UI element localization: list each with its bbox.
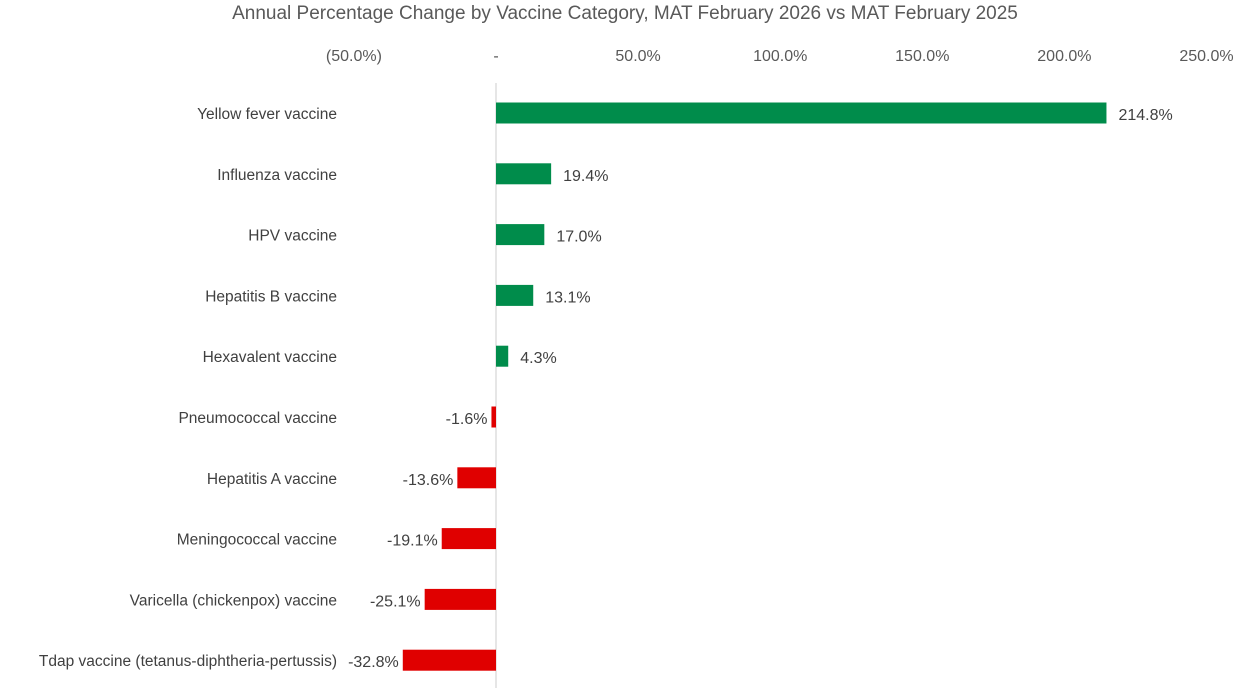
category-label: Hexavalent vaccine xyxy=(203,349,337,366)
bar xyxy=(496,102,1107,124)
x-tick-label: 50.0% xyxy=(615,48,660,65)
data-label: -25.1% xyxy=(370,593,421,610)
category-label: Pneumococcal vaccine xyxy=(178,410,337,427)
bar xyxy=(496,284,534,306)
x-tick-label: - xyxy=(493,48,498,65)
category-label: Hepatitis A vaccine xyxy=(207,471,337,488)
bar xyxy=(402,649,496,671)
data-label: 19.4% xyxy=(563,168,608,185)
bar xyxy=(457,467,496,489)
x-tick-label: 100.0% xyxy=(753,48,807,65)
data-label: -13.6% xyxy=(403,472,454,489)
data-label: 17.0% xyxy=(556,229,601,246)
bar xyxy=(496,345,509,367)
x-axis-tick-labels: (50.0%) - 50.0% 100.0% 150.0% 200.0% 250.0% xyxy=(326,48,1234,65)
bar xyxy=(491,406,496,428)
bar xyxy=(424,588,496,610)
data-label: -19.1% xyxy=(387,533,438,550)
data-labels: 214.8% 19.4% 17.0% 13.1% 4.3% -1.6% -13.6% -19.… xyxy=(348,107,1173,671)
category-label: Varicella (chickenpox) vaccine xyxy=(130,592,337,609)
data-label: -32.8% xyxy=(348,654,399,671)
category-label: Meningococcal vaccine xyxy=(177,532,337,549)
data-label: 13.1% xyxy=(545,289,590,306)
data-label: -1.6% xyxy=(446,411,488,428)
chart-title: Annual Percentage Change by Vaccine Cate… xyxy=(232,3,1018,24)
bar xyxy=(496,163,552,185)
category-label: Influenza vaccine xyxy=(217,167,337,184)
category-label: HPV vaccine xyxy=(248,228,337,245)
x-tick-label: 250.0% xyxy=(1179,48,1233,65)
data-label: 4.3% xyxy=(520,350,556,367)
category-labels: Yellow fever vaccine Influenza vaccine HPV… xyxy=(39,106,337,670)
category-label: Yellow fever vaccine xyxy=(197,106,337,123)
data-label: 214.8% xyxy=(1118,107,1172,124)
x-tick-label: (50.0%) xyxy=(326,48,382,65)
category-label: Hepatitis B vaccine xyxy=(205,288,337,305)
category-label: Tdap vaccine (tetanus-diphtheria-pertuss… xyxy=(39,653,337,670)
bar xyxy=(441,528,496,550)
x-tick-label: 200.0% xyxy=(1037,48,1091,65)
bar xyxy=(496,224,545,246)
bars xyxy=(402,102,1107,671)
x-tick-label: 150.0% xyxy=(895,48,949,65)
